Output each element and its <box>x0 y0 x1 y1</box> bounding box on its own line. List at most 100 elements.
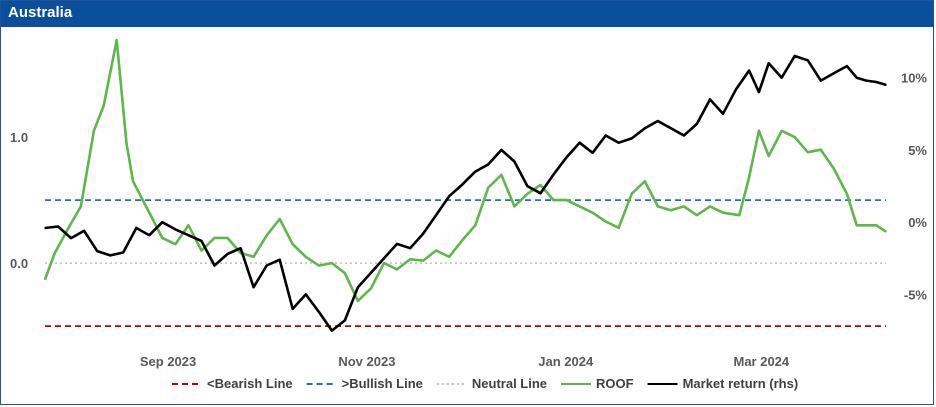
data-point <box>396 243 398 245</box>
data-point <box>487 186 490 189</box>
data-point <box>780 130 783 132</box>
data-point <box>670 209 672 211</box>
data-point <box>57 225 59 228</box>
data-point <box>643 127 646 130</box>
title-bar: Australia <box>1 1 933 27</box>
y-left-tick-label: 1.0 <box>10 130 28 145</box>
data-point <box>422 259 424 262</box>
data-point <box>578 205 581 208</box>
data-point <box>226 253 229 255</box>
data-point <box>70 237 72 239</box>
data-point <box>591 152 594 154</box>
data-point <box>448 195 451 197</box>
legend-label-3: ROOF <box>596 376 634 391</box>
data-point <box>93 130 95 132</box>
data-point <box>526 193 529 195</box>
data-point <box>461 183 464 186</box>
data-point <box>318 264 320 267</box>
data-point <box>855 224 858 227</box>
data-point <box>383 262 385 264</box>
data-point <box>304 293 307 296</box>
data-point <box>461 239 464 242</box>
data-point <box>846 65 848 67</box>
data-point <box>630 137 633 140</box>
data-point <box>265 264 268 267</box>
data-point <box>370 287 372 290</box>
data-point <box>109 254 111 257</box>
data-point <box>122 251 125 254</box>
data-point <box>318 310 320 313</box>
data-point <box>709 98 711 101</box>
data-point <box>643 180 646 182</box>
data-point <box>278 218 281 220</box>
data-point <box>370 271 372 274</box>
data-point <box>125 142 128 145</box>
data-point <box>161 237 164 239</box>
data-point <box>855 76 858 79</box>
data-point <box>213 264 216 267</box>
data-point <box>148 234 151 236</box>
data-point <box>67 228 69 230</box>
data-point <box>357 286 359 289</box>
data-point <box>252 286 255 289</box>
data-point <box>670 127 672 130</box>
data-point <box>552 173 555 176</box>
legend-label-0: <Bearish Line <box>207 376 293 391</box>
data-point <box>422 232 424 235</box>
y-left-tick-label: 0.0 <box>10 256 28 271</box>
data-point <box>135 227 138 229</box>
data-point <box>409 247 411 249</box>
data-point <box>278 258 281 261</box>
data-point <box>200 249 203 252</box>
data-point <box>617 141 620 144</box>
legend-label-1: >Bullish Line <box>342 376 423 391</box>
data-point <box>80 205 82 208</box>
data-point <box>846 193 848 195</box>
data-point <box>793 136 796 138</box>
data-point <box>758 91 760 93</box>
data-point <box>383 257 385 260</box>
data-point <box>780 76 783 79</box>
data-point <box>487 163 490 166</box>
data-point <box>696 214 698 217</box>
legend-label-4: Market return (rhs) <box>683 376 799 391</box>
data-point <box>161 221 164 223</box>
data-point <box>875 224 878 227</box>
data-point <box>102 104 105 107</box>
data-point <box>735 88 737 91</box>
data-point <box>344 272 346 274</box>
data-point <box>344 319 346 322</box>
data-point <box>151 218 154 220</box>
legend-label-2: Neutral Line <box>472 376 547 391</box>
data-point <box>738 214 741 217</box>
data-point <box>806 151 809 154</box>
data-point <box>213 237 216 239</box>
data-point <box>793 55 796 57</box>
data-point <box>709 205 711 208</box>
data-point <box>265 234 268 237</box>
data-point <box>513 160 516 163</box>
data-point <box>291 243 294 245</box>
y-right-tick-label: 0% <box>908 215 927 230</box>
y-right-tick-label: -5% <box>904 287 928 302</box>
data-point <box>500 174 503 176</box>
data-point <box>552 199 555 201</box>
x-tick-label: Jan 2024 <box>538 354 594 369</box>
y-right-tick-label: 5% <box>908 143 927 158</box>
data-point <box>96 250 98 252</box>
data-point <box>833 167 835 170</box>
series-line-0 <box>43 38 887 303</box>
data-point <box>474 170 477 173</box>
data-point <box>44 227 46 229</box>
data-point <box>187 234 190 236</box>
data-point <box>53 252 56 254</box>
data-point <box>474 224 477 227</box>
data-point <box>539 184 542 186</box>
data-point <box>748 69 750 72</box>
data-point <box>174 243 177 245</box>
data-point <box>500 149 503 151</box>
data-point <box>758 130 760 132</box>
data-point <box>291 308 294 310</box>
data-point <box>174 228 177 231</box>
data-point <box>696 123 698 125</box>
